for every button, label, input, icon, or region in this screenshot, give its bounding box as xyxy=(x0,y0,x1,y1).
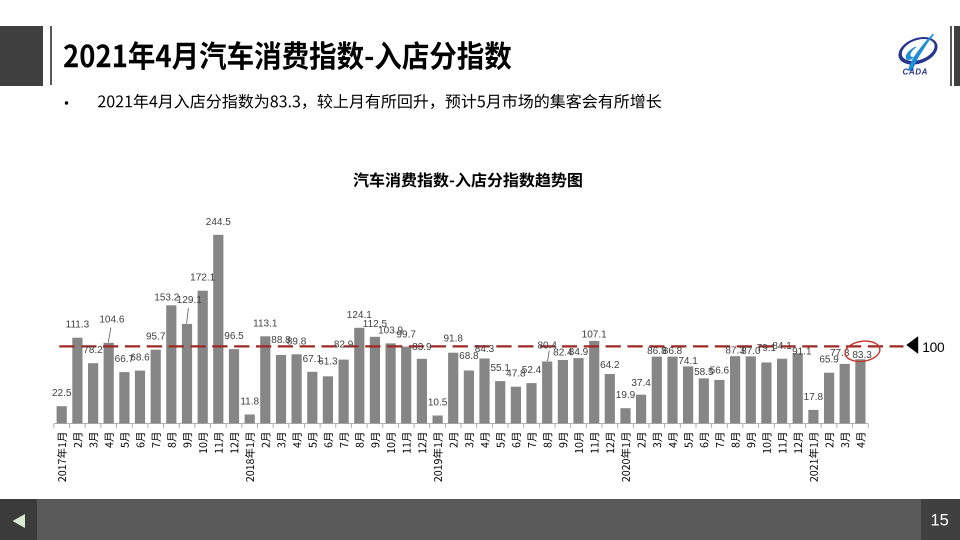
svg-text:78.2: 78.2 xyxy=(83,345,103,356)
svg-text:52.4: 52.4 xyxy=(522,365,542,376)
svg-text:113.1: 113.1 xyxy=(253,318,278,329)
svg-text:107.1: 107.1 xyxy=(582,330,607,341)
svg-text:64.2: 64.2 xyxy=(600,360,620,371)
svg-text:96.5: 96.5 xyxy=(224,331,244,342)
svg-text:100: 100 xyxy=(922,340,945,355)
svg-text:124.1: 124.1 xyxy=(347,310,372,321)
svg-text:86.8: 86.8 xyxy=(663,346,683,357)
svg-text:79.1: 79.1 xyxy=(757,343,777,354)
svg-text:84.9: 84.9 xyxy=(569,347,589,358)
svg-text:88.8: 88.8 xyxy=(271,335,291,346)
svg-text:11.8: 11.8 xyxy=(240,397,259,408)
svg-text:91.8: 91.8 xyxy=(443,334,463,345)
svg-text:17.8: 17.8 xyxy=(804,392,824,403)
svg-text:66.7: 66.7 xyxy=(115,354,135,365)
svg-text:CADA: CADA xyxy=(903,67,929,76)
svg-text:111.3: 111.3 xyxy=(66,320,90,331)
svg-text:172.1: 172.1 xyxy=(190,273,215,284)
svg-text:19.9: 19.9 xyxy=(616,390,636,401)
svg-text:104.6: 104.6 xyxy=(99,315,124,326)
svg-text:129.1: 129.1 xyxy=(177,295,202,306)
svg-text:22.5: 22.5 xyxy=(52,388,72,399)
svg-text:80.4: 80.4 xyxy=(537,341,557,352)
svg-text:65.9: 65.9 xyxy=(819,355,839,366)
svg-text:99.7: 99.7 xyxy=(396,330,416,341)
svg-text:112.5: 112.5 xyxy=(363,319,388,330)
svg-text:91.1: 91.1 xyxy=(792,346,812,357)
svg-text:84.1: 84.1 xyxy=(772,341,792,352)
svg-text:82.4: 82.4 xyxy=(553,348,573,359)
svg-text:67.1: 67.1 xyxy=(303,354,323,365)
svg-text:86.8: 86.8 xyxy=(647,346,667,357)
svg-text:95.7: 95.7 xyxy=(146,332,166,343)
svg-text:10.5: 10.5 xyxy=(428,398,448,409)
svg-text:89.8: 89.8 xyxy=(287,336,307,347)
svg-text:87.0: 87.0 xyxy=(741,346,761,357)
svg-text:61.3: 61.3 xyxy=(318,356,338,367)
svg-text:87.3: 87.3 xyxy=(725,346,745,357)
svg-text:103.9: 103.9 xyxy=(378,325,403,336)
svg-text:153.2: 153.2 xyxy=(154,292,179,303)
svg-text:47.8: 47.8 xyxy=(506,369,526,380)
svg-text:68.6: 68.6 xyxy=(130,353,150,364)
svg-text:15: 15 xyxy=(931,512,949,530)
svg-text:82.9: 82.9 xyxy=(334,340,354,351)
svg-text:74.1: 74.1 xyxy=(678,356,698,367)
svg-text:83.3: 83.3 xyxy=(852,350,872,361)
svg-text:68.8: 68.8 xyxy=(459,351,479,362)
svg-text:55.1: 55.1 xyxy=(490,363,510,374)
svg-text:244.5: 244.5 xyxy=(206,217,231,228)
svg-text:83.9: 83.9 xyxy=(412,342,432,353)
svg-text:77.3: 77.3 xyxy=(830,348,850,359)
svg-text:56.6: 56.6 xyxy=(710,365,730,376)
svg-text:37.4: 37.4 xyxy=(631,378,651,389)
svg-text:84.3: 84.3 xyxy=(475,344,495,355)
svg-text:58.5: 58.5 xyxy=(694,367,714,378)
